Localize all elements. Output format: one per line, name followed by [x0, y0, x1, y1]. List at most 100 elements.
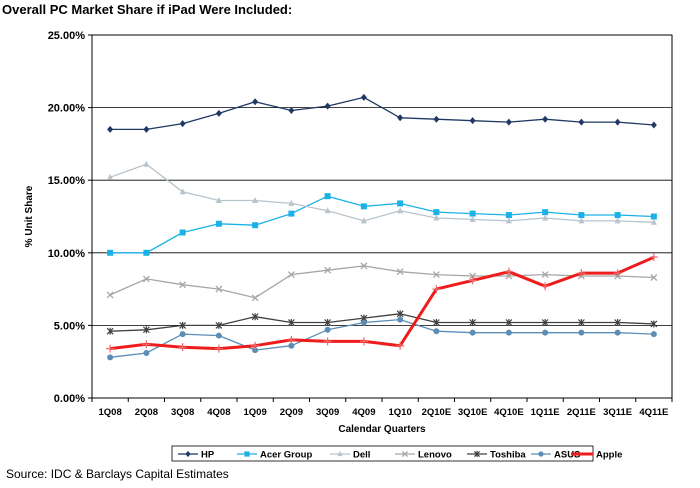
data-point — [397, 114, 404, 122]
x-tick-label: 2Q11E — [567, 407, 596, 418]
series-line — [110, 195, 654, 254]
data-point — [432, 285, 441, 294]
data-point — [179, 188, 186, 195]
data-point — [397, 200, 404, 207]
series-hp — [107, 93, 657, 133]
data-point — [578, 329, 585, 336]
data-point — [252, 347, 259, 354]
series-line — [109, 255, 655, 351]
data-point — [649, 253, 658, 262]
data-point — [324, 207, 331, 214]
data-point — [106, 327, 114, 335]
data-point — [397, 316, 404, 323]
legend-label: Dell — [353, 450, 370, 461]
x-tick-label: 1Q08 — [99, 407, 122, 418]
data-point — [650, 121, 657, 129]
data-point — [142, 275, 150, 283]
legend-item: ASUS — [531, 450, 580, 461]
x-tick-label: 3Q11E — [603, 407, 632, 418]
data-point — [143, 160, 150, 167]
data-point — [614, 212, 621, 219]
data-point — [505, 217, 512, 224]
data-point — [614, 318, 622, 326]
legend-item: Apple — [571, 450, 622, 461]
data-point — [469, 210, 476, 217]
y-tick-label: 20.00% — [48, 103, 86, 115]
series-acer-group — [107, 193, 657, 256]
data-point — [538, 451, 544, 457]
data-point — [469, 117, 476, 125]
data-point — [185, 450, 191, 458]
x-axis-label: Calendar Quarters — [338, 424, 426, 435]
series-lines — [106, 93, 658, 361]
source-note: Source: IDC & Barclays Capital Estimates — [6, 467, 229, 481]
legend-item: HP — [178, 450, 215, 461]
data-point — [215, 197, 222, 204]
data-point — [433, 214, 440, 221]
data-point — [107, 125, 114, 133]
data-point — [542, 115, 549, 123]
data-point — [505, 212, 512, 219]
data-point — [324, 102, 331, 110]
data-point — [360, 262, 368, 270]
data-point — [107, 173, 114, 180]
x-tick-label: 3Q08 — [171, 407, 194, 418]
data-point — [505, 318, 513, 326]
x-tick-label: 4Q08 — [207, 407, 230, 418]
data-point — [142, 326, 150, 334]
legend-item: Toshiba — [467, 450, 526, 461]
data-point — [433, 115, 440, 123]
series-line — [109, 163, 654, 223]
data-point — [397, 207, 404, 214]
data-point — [337, 450, 343, 457]
data-point — [252, 222, 259, 229]
x-tick-label: 3Q09 — [316, 407, 339, 418]
data-point — [359, 337, 368, 346]
data-point — [215, 220, 222, 227]
legend-label: Toshiba — [490, 450, 526, 461]
data-point — [251, 341, 260, 350]
data-point — [288, 107, 295, 115]
legend-label: Acer Group — [260, 450, 312, 461]
data-point — [360, 319, 367, 326]
legend-label: HP — [201, 450, 215, 461]
data-point — [469, 329, 476, 336]
x-tick-label: 3Q10E — [458, 407, 488, 418]
legend-item: Acer Group — [237, 450, 312, 461]
data-point — [468, 276, 477, 285]
data-point — [287, 318, 295, 326]
data-point — [542, 329, 549, 336]
legend-label: Apple — [596, 450, 622, 461]
data-point — [396, 268, 404, 276]
data-point — [469, 215, 476, 222]
data-point — [252, 98, 259, 106]
series-lenovo — [106, 262, 658, 302]
data-point — [469, 272, 477, 280]
data-point — [179, 321, 187, 329]
series-line — [110, 318, 654, 358]
data-point — [324, 326, 331, 333]
data-point — [143, 349, 150, 356]
data-point — [324, 193, 331, 200]
data-point — [650, 331, 657, 338]
data-point — [541, 282, 550, 291]
data-point — [178, 343, 187, 352]
data-point — [251, 294, 259, 302]
data-point — [324, 266, 332, 274]
data-point — [542, 214, 549, 221]
data-point — [215, 332, 222, 339]
data-point — [542, 209, 549, 216]
data-point — [577, 269, 586, 278]
data-point — [541, 271, 549, 279]
legend-box — [171, 445, 594, 462]
data-point — [252, 197, 259, 204]
data-point — [578, 118, 585, 126]
data-point — [106, 344, 115, 353]
series-line — [110, 313, 654, 332]
data-point — [650, 274, 658, 281]
data-point — [215, 285, 223, 293]
data-point — [287, 335, 296, 344]
data-point — [287, 271, 295, 279]
series-toshiba — [106, 310, 658, 335]
